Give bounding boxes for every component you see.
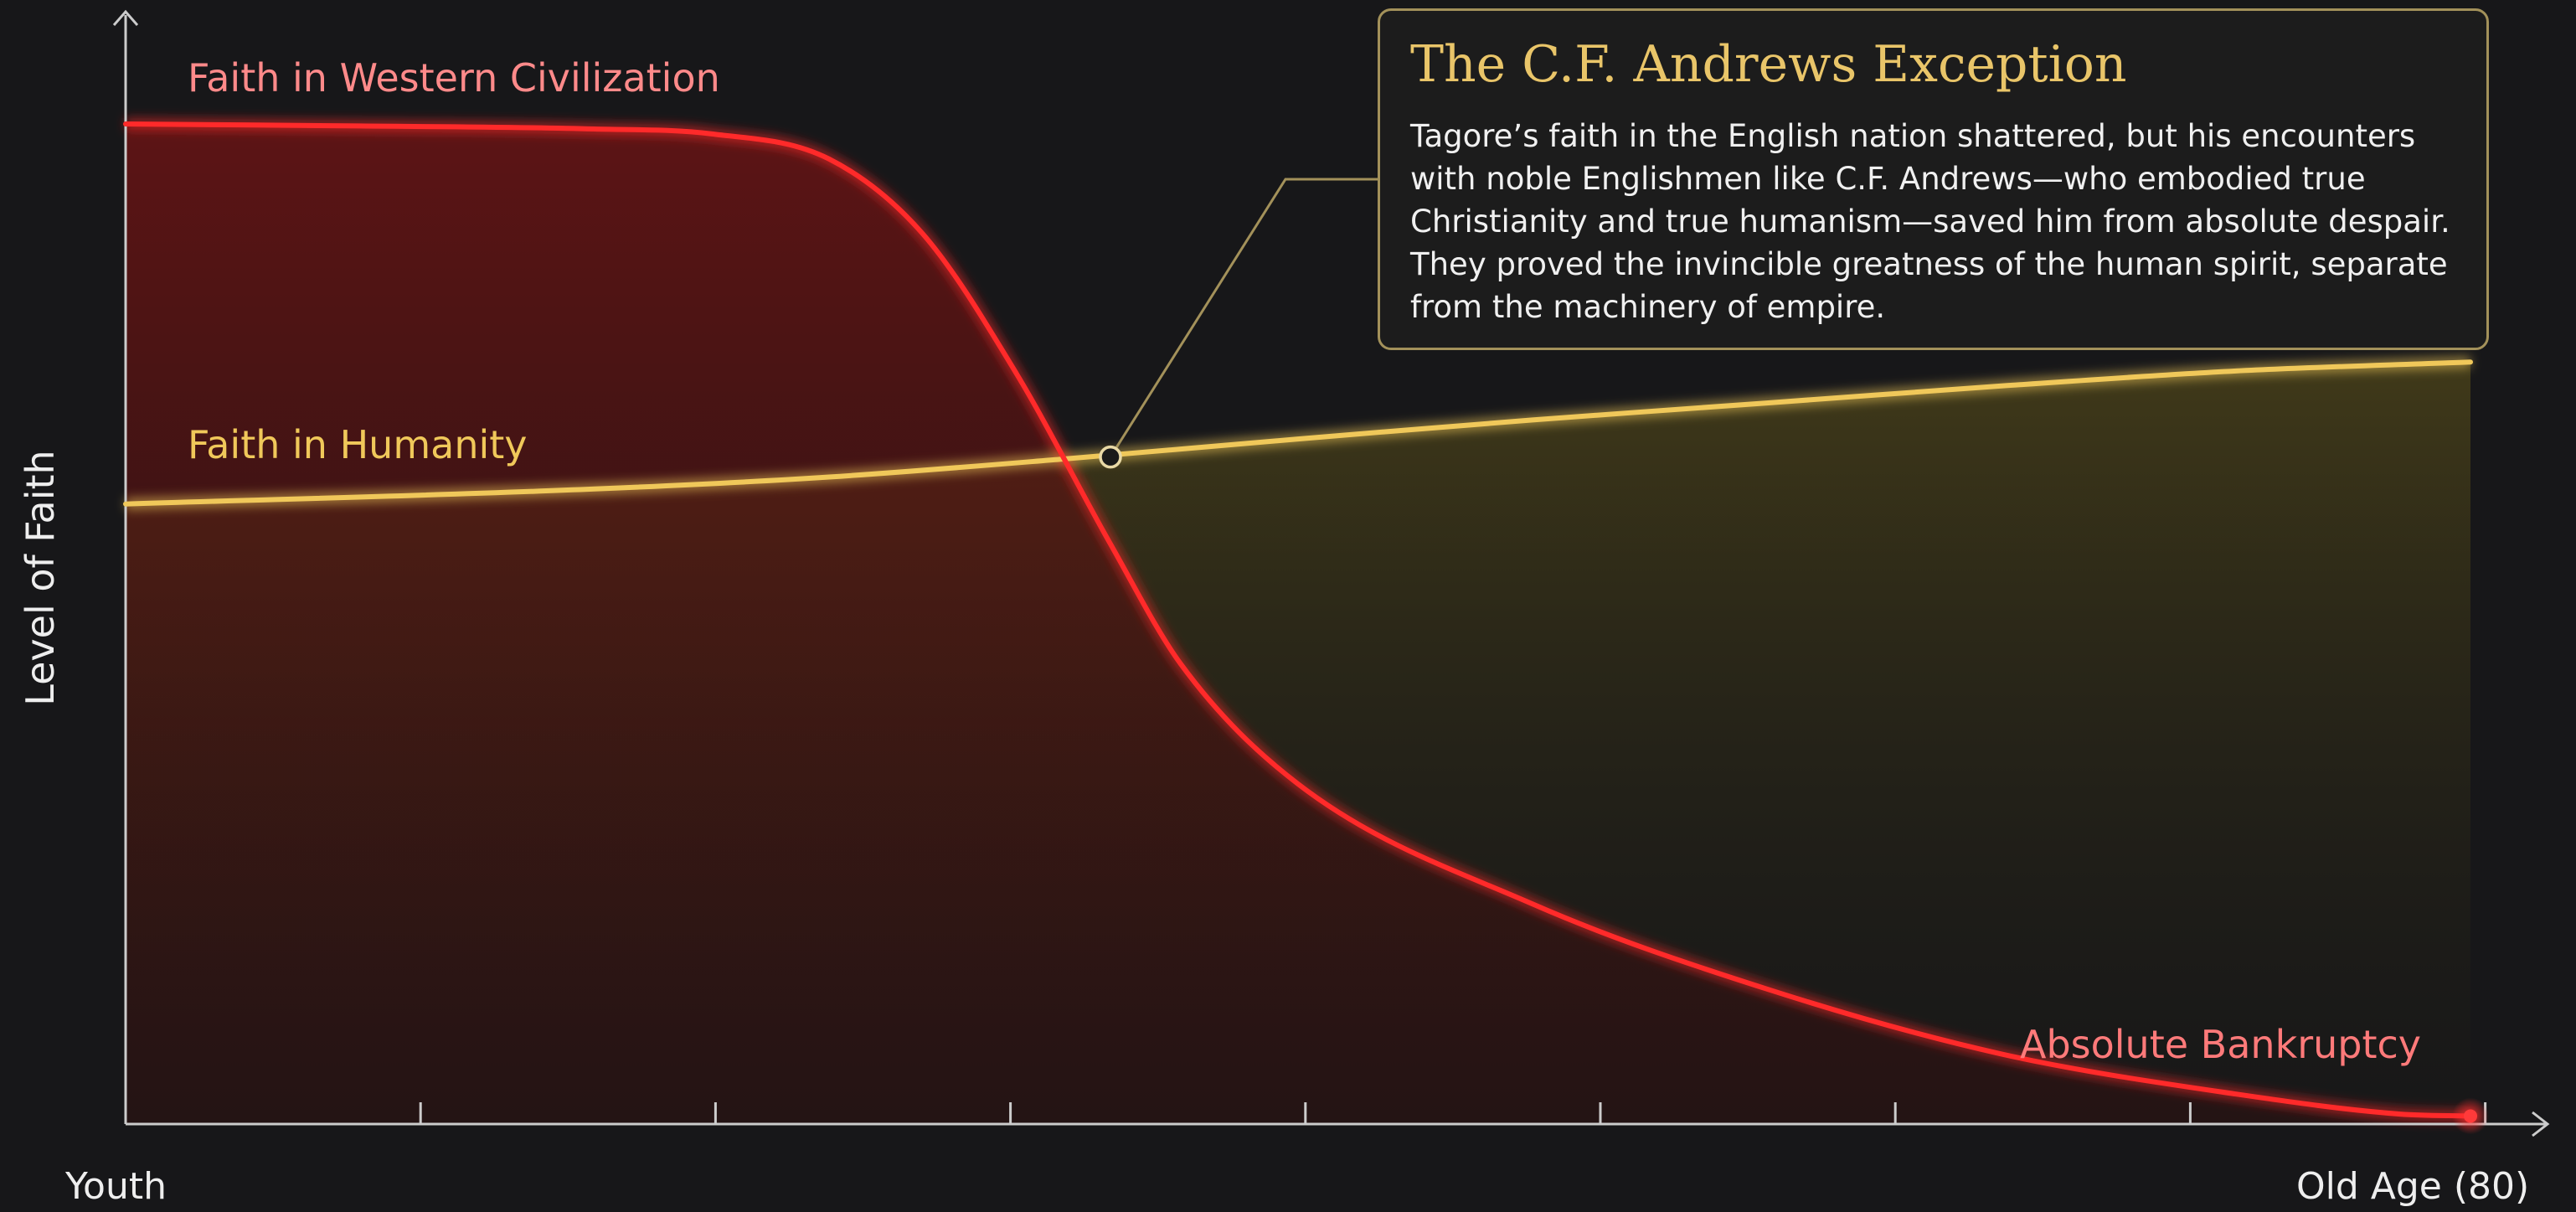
line-western-civilization: [123, 121, 2473, 1119]
callout-title: The C.F. Andrews Exception: [1410, 35, 2127, 94]
series-label-western-civilization: Faith in Western Civilization: [188, 55, 720, 101]
y-axis-label: Level of Faith: [18, 450, 63, 706]
series-label-humanity: Faith in Humanity: [188, 422, 528, 467]
x-axis-end-label: Old Age (80): [2296, 1165, 2530, 1208]
x-axis-arrow: [2532, 1111, 2550, 1137]
line-humanity: [123, 359, 2473, 507]
x-axis-start-label: Youth: [65, 1165, 167, 1208]
callout-anchor-point: [1099, 445, 1122, 469]
annotation-absolute-bankruptcy: Absolute Bankruptcy: [2020, 1022, 2422, 1067]
area-fill-western-civilization: [126, 124, 2470, 1124]
callout-body: Tagore’s faith in the English nation sha…: [1410, 118, 2450, 325]
callout-leader-line: [1109, 178, 1378, 458]
y-axis-arrow: [112, 9, 139, 26]
endpoint-dot: [2464, 1109, 2477, 1123]
callout-box: The C.F. Andrews Exception Tagore’s fait…: [1378, 8, 2489, 350]
